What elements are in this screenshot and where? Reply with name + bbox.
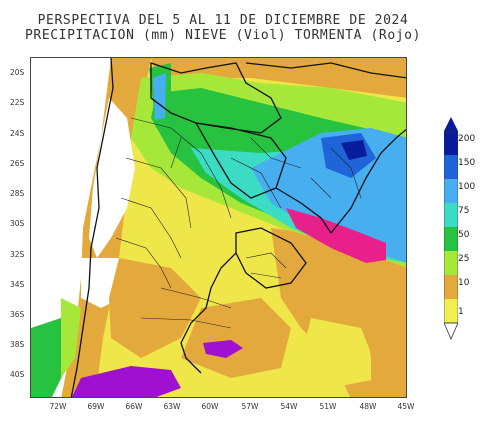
lat-label: 38S: [10, 340, 25, 349]
lightgreen-area-southwest: [61, 298, 81, 378]
darkblue-area: [341, 140, 367, 160]
map-title-line2: PRECIPITACION (mm) NIEVE (Viol) TORMENTA…: [24, 28, 422, 43]
lon-label: 72W: [49, 402, 67, 411]
snow-area-south: [71, 366, 181, 397]
snow-area-center: [203, 340, 243, 358]
storm-area: [286, 208, 386, 263]
legend-swatch-below-1: [443, 322, 459, 340]
lat-label: 30S: [10, 219, 25, 228]
legend-value-10: 10: [458, 278, 470, 288]
river-plate: [180, 252, 237, 374]
pacific-area: [31, 58, 111, 397]
lat-label: 20S: [10, 68, 25, 77]
lat-label: 32S: [10, 250, 25, 259]
lightblue-area-northwest: [153, 73, 166, 120]
country-borders: [70, 58, 406, 397]
argentina-chile-border: [70, 58, 114, 397]
lon-label: 51W: [319, 402, 337, 411]
orange-area-north: [151, 58, 406, 98]
lat-label: 26S: [10, 159, 25, 168]
legend-swatch-75-100: [444, 179, 458, 203]
lat-label: 36S: [10, 310, 25, 319]
legend-swatch-1-10: [444, 275, 458, 299]
argentina-brazil-border: [275, 187, 332, 234]
coastline: [330, 128, 406, 234]
lat-label: 40S: [10, 370, 25, 379]
lat-label: 28S: [10, 189, 25, 198]
legend-swatch-10-25: [444, 251, 458, 275]
lat-label: 22S: [10, 98, 25, 107]
legend-swatch-25-50: [444, 227, 458, 251]
legend-value-100: 100: [458, 182, 476, 192]
legend-value-200: 200: [458, 134, 476, 144]
legend-colorbar: [443, 117, 459, 340]
precipitation-legend: 200 150 100 75 50 25 10 1: [443, 117, 484, 347]
lat-label: 24S: [10, 129, 25, 138]
legend-value-75: 75: [458, 206, 470, 216]
legend-value-1: 1: [458, 307, 464, 317]
orange-area-center: [109, 258, 201, 358]
lon-label: 69W: [87, 402, 105, 411]
lon-label: 48W: [359, 402, 377, 411]
orange-area-south: [181, 298, 291, 378]
ocean-area: [361, 288, 406, 397]
lon-label: 57W: [241, 402, 259, 411]
legend-swatch-150-200: [444, 131, 458, 155]
lon-label: 66W: [125, 402, 143, 411]
bolivia-border: [150, 62, 282, 134]
lat-label: 34S: [10, 280, 25, 289]
legend-swatch-200-plus: [444, 117, 458, 131]
legend-value-50: 50: [458, 230, 470, 240]
map-title-line1: PERSPECTIVA DEL 5 AL 11 DE DICIEMBRE DE …: [37, 13, 409, 28]
legend-value-150: 150: [458, 158, 476, 168]
legend-swatch-100-150: [444, 155, 458, 179]
legend-value-25: 25: [458, 254, 470, 264]
uruguay-border: [235, 227, 307, 289]
dry-area-north: [89, 98, 135, 258]
legend-swatch-50-75: [444, 203, 458, 227]
province-borders: [115, 117, 362, 329]
lon-label: 63W: [163, 402, 181, 411]
legend-swatch-low: [444, 299, 458, 323]
yellow-area-southeast: [301, 318, 381, 388]
lon-label: 45W: [397, 402, 415, 411]
lon-label: 60W: [201, 402, 219, 411]
precipitation-map: [30, 57, 407, 398]
brazil-border: [245, 62, 406, 79]
lon-label: 54W: [280, 402, 298, 411]
